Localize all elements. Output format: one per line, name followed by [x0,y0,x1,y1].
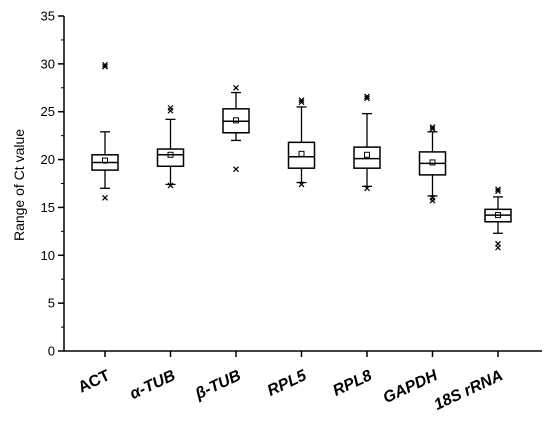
mean-marker [167,151,174,158]
outlier-marker [102,63,108,70]
outlier-stroke [233,166,239,173]
outlier-stroke [102,61,108,68]
outlier-stroke [364,95,370,102]
outlier-stroke [298,99,305,106]
outlier-marker [364,93,370,100]
outlier-marker [495,186,501,193]
x-category-label: RPL8 [330,367,374,400]
outlier-marker [102,61,108,68]
outlier-marker [233,84,239,91]
box-1 [91,61,119,201]
outlier-stroke [429,126,436,132]
outlier-marker [364,95,370,102]
outlier-marker [429,124,436,130]
outlier-marker [429,194,436,201]
y-axis-label: Range of Ct value [11,129,27,241]
x-category-label: α-TUB [127,367,178,403]
box-6 [418,124,447,204]
x-category-label: β-TUB [192,367,244,403]
outlier-marker [167,104,174,111]
outlier-marker [364,185,370,192]
x-category-label: RPL5 [265,367,310,400]
outlier-marker [233,166,239,173]
outlier-marker [495,188,501,195]
outlier-marker [167,182,174,189]
box-2 [156,104,185,189]
outlier-stroke [429,194,436,201]
outlier-marker [298,97,305,104]
y-tick-label: 5 [48,296,55,311]
outlier-marker [429,126,436,132]
mean-marker [495,212,501,219]
boxes-group [91,61,512,251]
mean-marker [429,159,436,166]
x-category-label: 18S rRNA [432,367,506,414]
y-axis: 0 5 10 15 20 25 30 35 [41,9,65,359]
mean-marker [102,157,108,164]
y-tick-label: 30 [41,56,55,71]
x-category-label: GAPDH [381,367,441,407]
outlier-stroke [102,63,108,70]
outlier-stroke [167,104,174,111]
y-tick-label: 25 [41,104,55,119]
box-4 [287,97,316,188]
outlier-stroke [298,97,305,104]
box-7 [484,186,512,251]
mean-marker [233,117,239,124]
outlier-stroke [495,188,501,195]
outlier-stroke [364,93,370,100]
box-iqr [287,141,316,169]
outlier-stroke [495,240,501,247]
mean-marker [298,150,305,157]
y-tick-label: 35 [41,9,55,24]
outlier-marker [102,194,108,201]
x-category-label: ACT [76,367,113,396]
outlier-marker [298,181,305,188]
mean-marker [364,151,370,158]
box-3 [222,84,250,173]
y-tick-label: 10 [41,248,55,263]
outlier-stroke [233,84,239,91]
outlier-marker [298,99,305,106]
y-tick-label: 0 [48,344,55,359]
box-5 [353,93,381,192]
outlier-stroke [102,194,108,201]
y-tick-label: 15 [41,200,55,215]
outlier-stroke [298,181,305,188]
outlier-stroke [167,182,174,189]
y-tick-label: 20 [41,152,55,167]
outlier-stroke [495,186,501,193]
outlier-marker [495,240,501,247]
outlier-stroke [364,185,370,192]
outlier-stroke [429,124,436,130]
